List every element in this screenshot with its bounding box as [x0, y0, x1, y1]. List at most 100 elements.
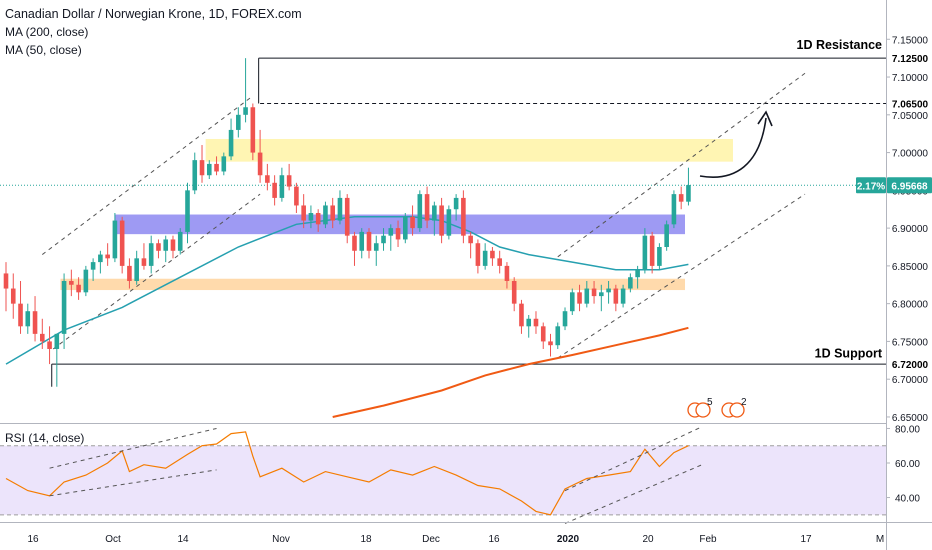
price-tick-label: 6.85000 [892, 262, 929, 273]
candle-body [569, 292, 575, 312]
candle-body [540, 326, 546, 342]
candle-body [272, 182, 277, 198]
symbol-title[interactable]: Canadian Dollar / Norwegian Krone, 1D, F… [5, 7, 302, 21]
candle-body [301, 205, 306, 221]
candle [308, 205, 314, 229]
candle-body [657, 247, 662, 266]
candle [388, 224, 394, 251]
time-axis: 16 Oct 14 Nov 18 Dec 16 2020 20 Feb 17 M [0, 522, 932, 545]
candle [134, 250, 139, 285]
candle-body [439, 205, 444, 236]
candle [352, 231, 357, 266]
candle-body [526, 318, 532, 327]
candle [301, 194, 306, 229]
event-badge: 5 [687, 397, 713, 418]
candle [562, 307, 568, 331]
candle-body [388, 228, 394, 236]
candle [461, 190, 466, 244]
channel-2-lower [557, 193, 806, 359]
candle-body [170, 239, 176, 251]
projection-arrow-curve [699, 117, 767, 178]
moving-averages-layer [5, 216, 689, 418]
candle-body [177, 231, 183, 251]
candle [105, 243, 110, 266]
rsi-tick-label: 40.00 [895, 494, 920, 505]
resistance-price-badge-box [888, 50, 932, 67]
price-axis: 6.65000 6.70000 6.75000 6.80000 6.85000 6.900… [856, 0, 932, 550]
candle-body [10, 288, 16, 304]
candle-body [76, 284, 81, 293]
candle [330, 197, 335, 229]
candle [236, 107, 241, 138]
candle-body [410, 216, 415, 229]
ma50-legend[interactable]: MA (50, close) [5, 43, 82, 57]
rsi-channel-2-upper [564, 426, 703, 492]
candle-body [156, 243, 161, 251]
event-flag-icon [695, 402, 711, 418]
candle [569, 288, 575, 315]
candle-body [591, 288, 597, 297]
resistance-label: 1D Resistance [797, 38, 883, 52]
rsi-tick-label: 80.00 [895, 424, 920, 435]
event-count: 5 [707, 397, 713, 408]
time-tick-label: Dec [422, 534, 440, 545]
time-tick-label: 17 [800, 534, 812, 545]
candle-body [461, 197, 466, 236]
candle [628, 273, 633, 293]
channel-1-lower [52, 193, 261, 350]
time-tick-label: 16 [27, 534, 39, 545]
candle-body [577, 292, 582, 304]
candle-body [352, 235, 357, 251]
candle-body [664, 224, 669, 248]
candle [294, 182, 299, 214]
candle-body [265, 175, 270, 183]
candle [584, 280, 590, 308]
candle-body [257, 152, 263, 176]
candle [649, 231, 655, 274]
time-tick-label: M [876, 534, 884, 545]
time-tick-label: 18 [360, 534, 372, 545]
ma200-legend[interactable]: MA (200, close) [5, 25, 89, 39]
price-tick-label: 6.70000 [892, 375, 929, 386]
candle [221, 152, 227, 176]
candle-body [678, 194, 684, 202]
price-tick-label: 6.80000 [892, 300, 929, 311]
candle [185, 182, 190, 244]
candle [25, 303, 31, 334]
candle-body [344, 197, 350, 236]
price-tick-label: 6.90000 [892, 224, 929, 235]
candle-body [214, 163, 219, 172]
candle [497, 250, 502, 274]
price-tick-label: 6.65000 [892, 413, 929, 424]
candle [381, 228, 386, 251]
candle-body [417, 194, 423, 229]
candle [3, 262, 9, 312]
candle-body [127, 265, 132, 281]
candle-body [635, 269, 640, 278]
candle [141, 243, 147, 270]
candle [432, 201, 437, 236]
candle [192, 152, 198, 195]
candle-body [141, 258, 147, 266]
candle [395, 220, 401, 248]
candle-body [468, 235, 473, 244]
rsi-legend[interactable]: RSI (14, close) [5, 431, 85, 445]
support-price-badge-text: 6.72000 [892, 360, 929, 371]
candle-body [366, 231, 372, 251]
candle [214, 156, 219, 176]
price-axis-bg [886, 0, 932, 550]
candle-body [90, 262, 96, 270]
candle-body [294, 186, 299, 206]
event-flag-icon [729, 402, 745, 418]
candle-body [3, 273, 9, 289]
last-pct-badge-box [856, 177, 886, 194]
support-label: 1D Support [815, 346, 883, 360]
candle-body [519, 303, 524, 327]
candle-body [119, 220, 125, 266]
orange-zone [60, 278, 685, 291]
support-price-badge: 6.72000 [888, 356, 932, 373]
candle [228, 118, 234, 161]
price-tick-label: 7.10000 [892, 73, 929, 84]
candle [504, 262, 510, 289]
candle [272, 175, 277, 206]
